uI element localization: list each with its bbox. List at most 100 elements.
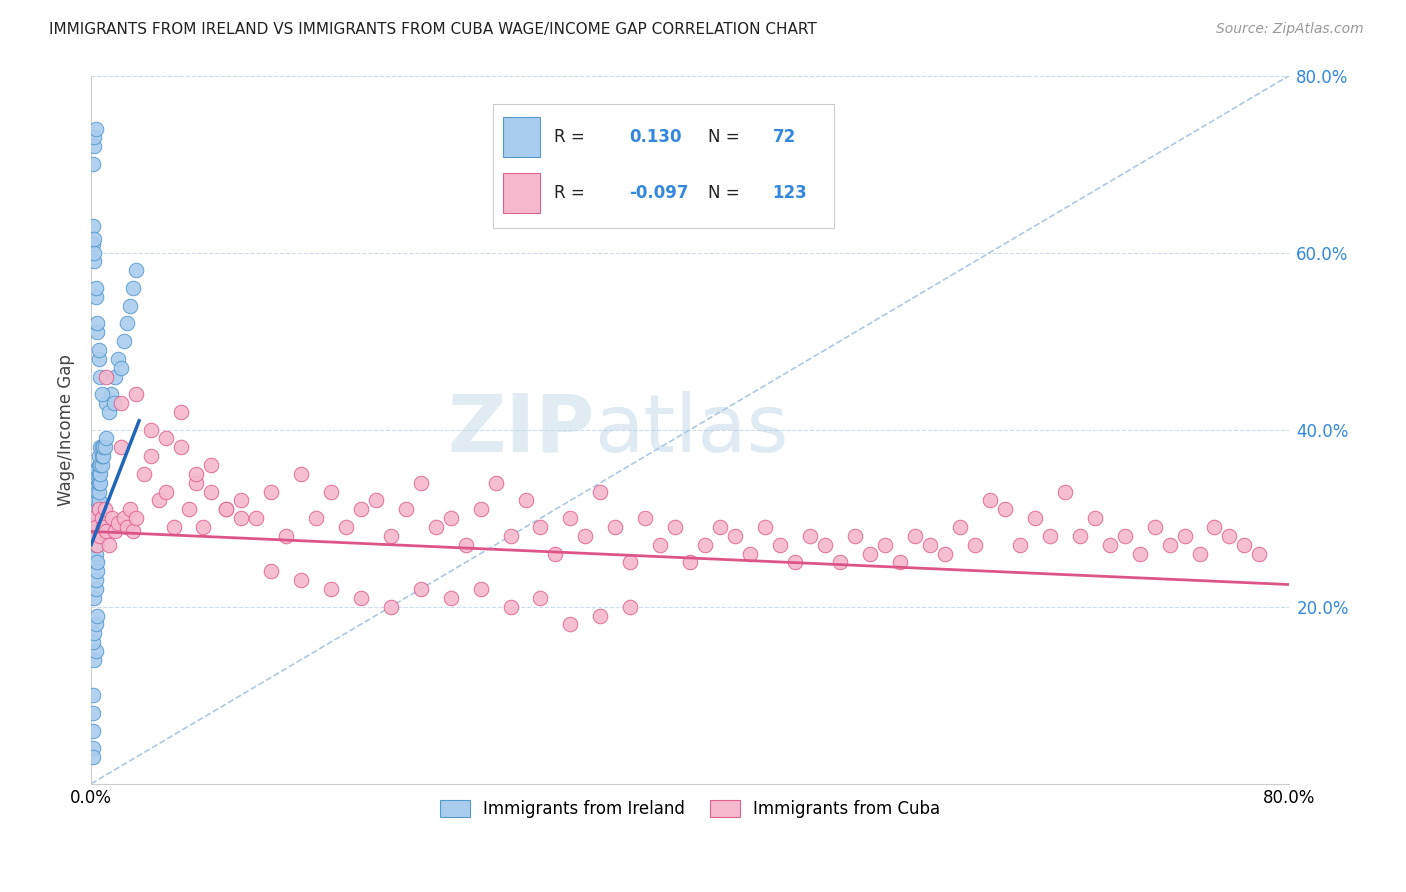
Point — [664, 520, 686, 534]
Point — [589, 484, 612, 499]
Point — [122, 281, 145, 295]
Point — [439, 511, 461, 525]
Point — [83, 507, 105, 521]
Point — [1173, 529, 1195, 543]
Point — [86, 516, 108, 530]
Point — [162, 520, 184, 534]
Point — [499, 529, 522, 543]
Text: Source: ZipAtlas.com: Source: ZipAtlas.com — [1216, 22, 1364, 37]
Point — [904, 529, 927, 543]
Point — [380, 529, 402, 543]
Point — [84, 493, 107, 508]
Point — [82, 236, 104, 251]
Point — [1039, 529, 1062, 543]
Point — [1069, 529, 1091, 543]
Text: ZIP: ZIP — [447, 391, 595, 468]
Point — [1084, 511, 1107, 525]
Point — [89, 475, 111, 490]
Point — [91, 520, 114, 534]
Point — [122, 524, 145, 539]
Point — [724, 529, 747, 543]
Point — [89, 369, 111, 384]
Point — [86, 471, 108, 485]
Point — [110, 396, 132, 410]
Point — [574, 529, 596, 543]
Point — [918, 538, 941, 552]
Point — [86, 493, 108, 508]
Point — [319, 582, 342, 596]
Point — [86, 467, 108, 481]
Point — [84, 502, 107, 516]
Point — [1024, 511, 1046, 525]
Point — [87, 502, 110, 516]
Point — [560, 617, 582, 632]
Point — [515, 493, 537, 508]
Point — [83, 516, 105, 530]
Point — [83, 254, 105, 268]
Point — [859, 547, 882, 561]
Point — [409, 582, 432, 596]
Point — [87, 449, 110, 463]
Point — [740, 547, 762, 561]
Point — [1188, 547, 1211, 561]
Point — [979, 493, 1001, 508]
Point — [155, 484, 177, 499]
Point — [98, 405, 121, 419]
Point — [84, 644, 107, 658]
Point — [83, 245, 105, 260]
Point — [229, 493, 252, 508]
Point — [754, 520, 776, 534]
Point — [86, 511, 108, 525]
Point — [86, 507, 108, 521]
Point — [86, 538, 108, 552]
Point — [170, 440, 193, 454]
Point — [112, 511, 135, 525]
Point — [695, 538, 717, 552]
Legend: Immigrants from Ireland, Immigrants from Cuba: Immigrants from Ireland, Immigrants from… — [433, 794, 948, 825]
Point — [200, 458, 222, 472]
Point — [1114, 529, 1136, 543]
Y-axis label: Wage/Income Gap: Wage/Income Gap — [58, 354, 75, 506]
Point — [200, 484, 222, 499]
Point — [1143, 520, 1166, 534]
Point — [454, 538, 477, 552]
Point — [83, 139, 105, 153]
Point — [844, 529, 866, 543]
Point — [90, 449, 112, 463]
Point — [470, 582, 492, 596]
Point — [484, 475, 506, 490]
Point — [84, 556, 107, 570]
Point — [994, 502, 1017, 516]
Text: IMMIGRANTS FROM IRELAND VS IMMIGRANTS FROM CUBA WAGE/INCOME GAP CORRELATION CHAR: IMMIGRANTS FROM IRELAND VS IMMIGRANTS FR… — [49, 22, 817, 37]
Point — [89, 529, 111, 543]
Point — [100, 387, 122, 401]
Point — [274, 529, 297, 543]
Point — [934, 547, 956, 561]
Point — [104, 524, 127, 539]
Point — [110, 440, 132, 454]
Point — [86, 556, 108, 570]
Point — [83, 626, 105, 640]
Point — [87, 467, 110, 481]
Point — [84, 573, 107, 587]
Point — [82, 741, 104, 756]
Point — [89, 440, 111, 454]
Point — [785, 556, 807, 570]
Point — [89, 467, 111, 481]
Point — [634, 511, 657, 525]
Point — [94, 432, 117, 446]
Point — [82, 688, 104, 702]
Point — [103, 396, 125, 410]
Point — [184, 475, 207, 490]
Point — [86, 317, 108, 331]
Point — [177, 502, 200, 516]
Point — [101, 511, 124, 525]
Point — [170, 405, 193, 419]
Text: atlas: atlas — [595, 391, 789, 468]
Point — [650, 538, 672, 552]
Point — [98, 538, 121, 552]
Point — [84, 480, 107, 494]
Point — [87, 475, 110, 490]
Point — [84, 520, 107, 534]
Point — [380, 599, 402, 614]
